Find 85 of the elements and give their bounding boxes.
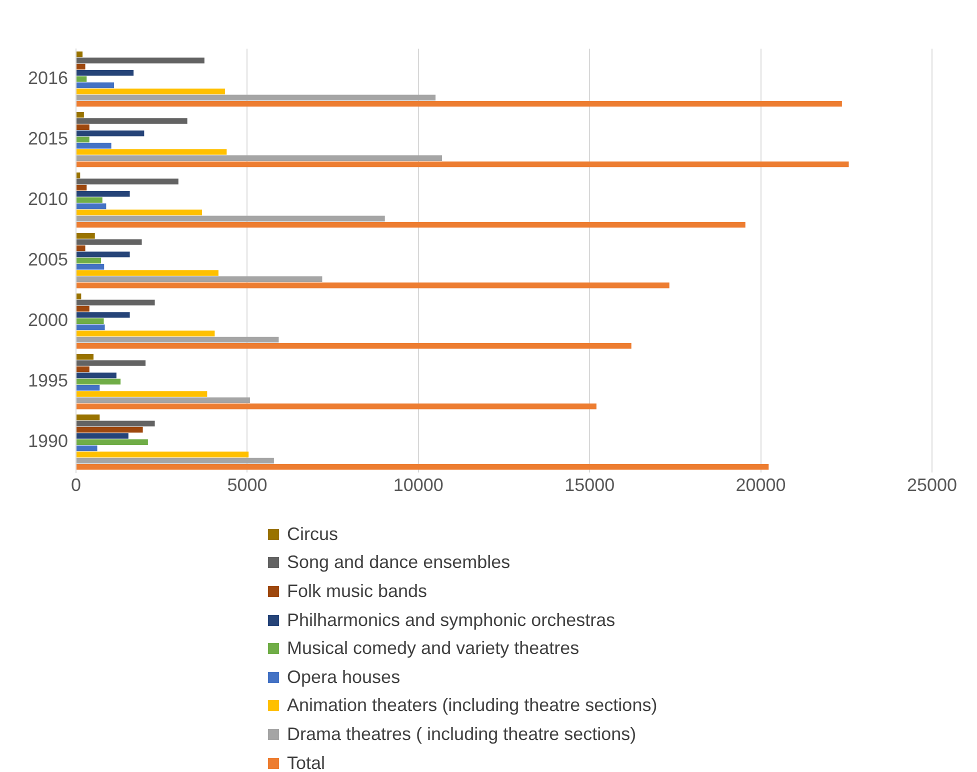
bar xyxy=(76,397,250,404)
bar xyxy=(76,88,225,94)
bar xyxy=(76,51,83,58)
y-tick-label: 2005 xyxy=(28,250,68,270)
bar xyxy=(76,130,144,136)
bar xyxy=(76,118,188,124)
bar xyxy=(76,136,90,142)
bar xyxy=(76,282,670,288)
bar xyxy=(76,306,90,312)
bar xyxy=(76,142,112,149)
bar xyxy=(76,318,104,324)
bar xyxy=(76,100,842,107)
y-tick-label: 1995 xyxy=(28,370,68,391)
bar xyxy=(76,420,155,426)
bar xyxy=(76,404,596,410)
bar xyxy=(76,172,80,178)
legend-label: Animation theaters (including theatre sections) xyxy=(287,695,658,716)
bar xyxy=(76,452,249,458)
y-tick-label: 1990 xyxy=(28,431,68,452)
legend-label: Drama theatres ( including theatre sections) xyxy=(287,724,636,745)
bar xyxy=(76,252,130,258)
bar xyxy=(76,264,104,270)
legend-label: Musical comedy and variety theatres xyxy=(287,638,580,660)
bar xyxy=(76,216,385,222)
bar xyxy=(76,414,100,420)
legend-label: Song and dance ensembles xyxy=(287,552,510,574)
bar xyxy=(76,184,87,191)
bar xyxy=(76,124,90,130)
bar xyxy=(76,58,204,64)
bar xyxy=(76,155,442,161)
bar xyxy=(76,330,215,336)
y-tick-label: 2016 xyxy=(28,68,68,88)
bar xyxy=(76,354,94,360)
bar xyxy=(76,178,178,184)
bar xyxy=(76,458,274,464)
y-tick-label: 2010 xyxy=(28,189,68,210)
bar xyxy=(76,233,95,239)
bar xyxy=(76,197,102,203)
bar xyxy=(76,270,218,276)
bar xyxy=(76,239,142,245)
bar xyxy=(76,258,102,264)
bar xyxy=(76,366,90,372)
legend-label: Total xyxy=(287,752,326,772)
bar xyxy=(76,294,82,300)
bar xyxy=(76,439,148,445)
bar xyxy=(76,312,130,318)
legend-label: Folk music bands xyxy=(287,580,428,602)
bar xyxy=(76,391,208,397)
bar xyxy=(76,222,746,228)
bar xyxy=(76,324,105,330)
bar xyxy=(76,149,227,155)
y-tick-label: 2015 xyxy=(28,128,68,149)
legend-label: Circus xyxy=(287,524,338,545)
bar xyxy=(76,360,146,366)
bar xyxy=(76,203,106,210)
legend-label: Philharmonics and symphonic orchestras xyxy=(287,610,616,631)
x-tick-label: 10000 xyxy=(393,475,444,496)
x-tick-label: 15000 xyxy=(564,475,615,496)
bar xyxy=(76,464,769,470)
bar xyxy=(76,300,155,306)
legend-label: Opera houses xyxy=(287,666,400,688)
bar xyxy=(76,82,114,88)
bar xyxy=(76,336,279,343)
y-tick-label: 2000 xyxy=(28,310,68,330)
bar xyxy=(76,378,121,384)
bar xyxy=(76,94,436,100)
bar xyxy=(76,191,130,197)
bar xyxy=(76,433,128,439)
bar xyxy=(76,384,100,391)
bar xyxy=(76,372,116,378)
bar xyxy=(76,161,849,168)
x-tick-label: 25000 xyxy=(906,475,958,496)
bar xyxy=(76,70,134,76)
bar xyxy=(76,276,322,282)
bar xyxy=(76,245,86,252)
bar xyxy=(76,343,632,349)
bar xyxy=(76,445,98,452)
x-tick-label: 20000 xyxy=(736,475,786,496)
bar xyxy=(76,112,84,118)
x-tick-label: 0 xyxy=(71,475,82,496)
bar xyxy=(76,76,87,82)
bar xyxy=(76,210,202,216)
x-tick-label: 5000 xyxy=(227,475,268,496)
bar xyxy=(76,64,86,70)
bar xyxy=(76,426,143,433)
